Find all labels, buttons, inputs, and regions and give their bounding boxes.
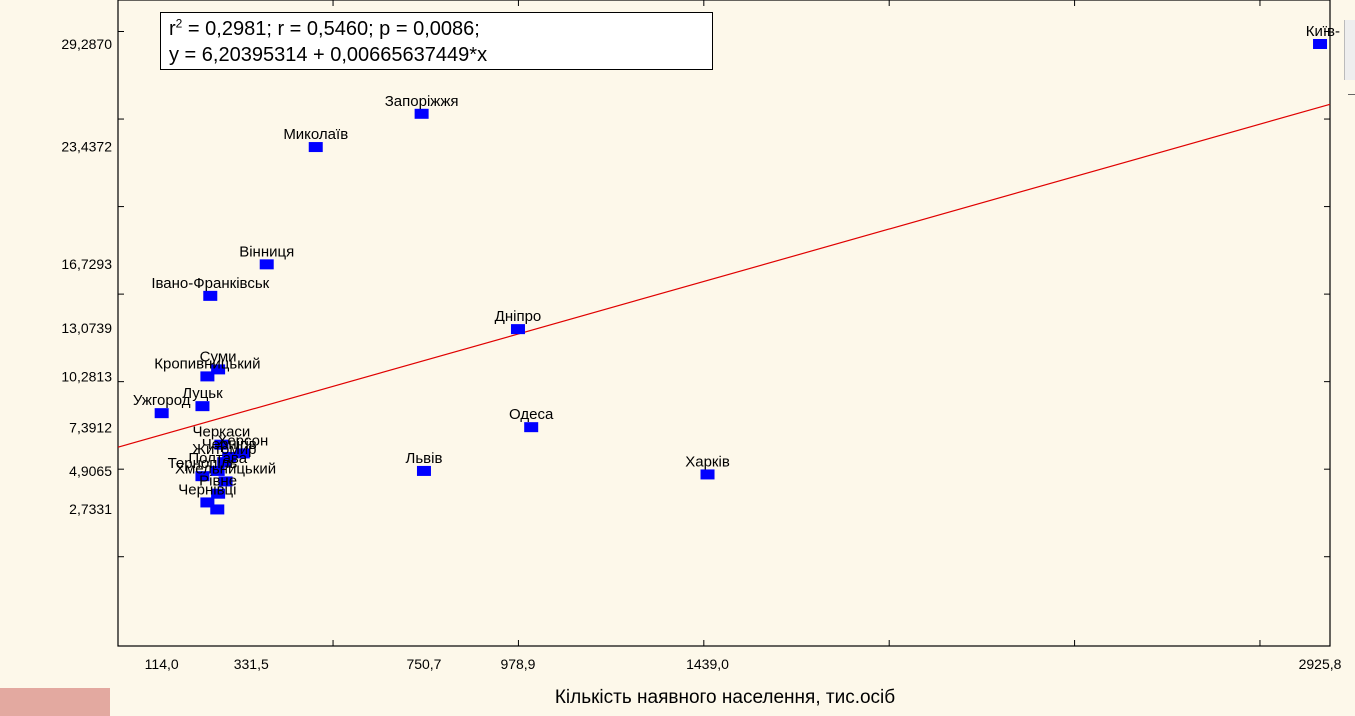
regression-line	[117, 103, 1331, 448]
point-label-7: Кропивницький	[154, 355, 260, 372]
data-point-7	[200, 371, 215, 382]
point-label-15: Полтава	[188, 450, 247, 467]
data-point-17	[416, 465, 431, 476]
y-tick-label-4: 10,2813	[61, 369, 112, 385]
fit-layer	[117, 103, 1331, 448]
data-point-10	[524, 422, 539, 433]
data-point-19	[218, 476, 233, 487]
right-edge-tab	[1344, 20, 1355, 80]
data-point-21	[200, 497, 215, 508]
regression-stats-box: r2 = 0,2981; r = 0,5460; p = 0,0086; y =…	[160, 12, 713, 70]
x-tick-label-2: 750,7	[406, 656, 441, 672]
point-label-21: Чернівці	[178, 481, 236, 498]
y-tick-label-6: 4,9065	[69, 463, 112, 479]
point-label-17: Львів	[405, 450, 442, 467]
plot-area	[117, 0, 1331, 647]
stats-line-1: r2 = 0,2981; r = 0,5460; p = 0,0086;	[169, 16, 704, 42]
point-label-6: Суми	[200, 348, 237, 365]
point-label-0: Київ-	[1306, 23, 1340, 40]
data-point-16	[195, 471, 210, 482]
point-label-20: Рівне	[199, 473, 237, 490]
point-label-10: Одеса	[509, 406, 554, 423]
point-layer	[154, 38, 1328, 515]
data-point-14	[217, 457, 232, 468]
y-tick-label-0: 29,2870	[61, 36, 112, 52]
point-label-18: Харків	[685, 453, 730, 470]
point-label-4: Івано-Франківськ	[151, 275, 269, 292]
point-label-9: Ужгород	[133, 392, 191, 409]
data-point-2	[308, 142, 323, 153]
stats-r-symbol: r	[169, 18, 176, 40]
point-label-19: Хмельницький	[175, 460, 276, 477]
stats-line-2: y = 6,20395314 + 0,00665637449*x	[169, 44, 488, 66]
y-tick-label-3: 13,0739	[61, 320, 112, 336]
x-tick-label-5: 2925,8	[1299, 656, 1342, 672]
data-point-11	[214, 439, 229, 450]
data-point-3	[259, 259, 274, 270]
data-point-15	[210, 465, 225, 476]
y-tick-label-2: 16,7293	[61, 256, 112, 272]
stats-line-1-text: = 0,2981; r = 0,5460; p = 0,0086;	[182, 18, 480, 40]
point-label-2: Миколаїв	[283, 126, 348, 143]
point-label-11: Черкаси	[193, 424, 251, 441]
data-point-12	[235, 448, 250, 459]
x-tick-label-0: 114,0	[145, 656, 179, 672]
label-layer: 114,0 331,5 750,7 978,9 1439,0 2925,8 29,2870 2…	[61, 23, 1341, 672]
point-label-13: Чернігів	[202, 436, 257, 453]
data-point-18	[700, 469, 715, 480]
y-tick-label-7: 2,7331	[69, 501, 112, 517]
y-tick-label-1: 23,4372	[61, 138, 112, 154]
corner-badge	[0, 688, 110, 716]
point-label-16: Тернопіль	[168, 455, 238, 472]
data-point-5	[510, 324, 525, 335]
data-point-4	[203, 290, 218, 301]
data-point-6	[211, 364, 226, 375]
data-point-8	[195, 401, 210, 412]
y-tick-label-5: 7,3912	[69, 419, 112, 435]
data-point-13	[222, 451, 237, 462]
data-point-22	[210, 504, 225, 515]
tick-layer	[118, 0, 1330, 646]
data-point-1	[414, 108, 429, 119]
stats-r-exponent: 2	[175, 16, 183, 31]
x-axis-title: Кількість наявного населення, тис.осіб	[554, 687, 896, 708]
point-label-12: Херсон	[217, 432, 268, 449]
data-point-20	[211, 488, 226, 499]
point-label-3: Вінниця	[239, 243, 294, 260]
point-label-8: Луцьк	[182, 385, 223, 402]
point-label-14: Житомир	[192, 441, 256, 458]
point-label-5: Дніпро	[495, 308, 542, 325]
x-tick-label-4: 1439,0	[686, 656, 729, 672]
x-tick-label-1: 331,5	[234, 656, 269, 672]
x-tick-label-3: 978,9	[500, 656, 535, 672]
right-edge-marker	[1348, 94, 1355, 95]
data-point-0	[1313, 38, 1328, 49]
data-point-9	[154, 408, 169, 419]
point-label-1: Запоріжжя	[385, 93, 459, 110]
